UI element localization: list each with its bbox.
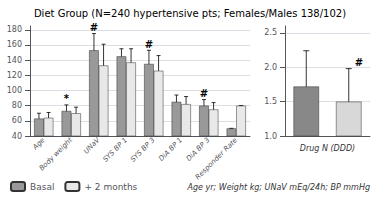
svg-text:SYS BP 1: SYS BP 1 (101, 136, 129, 164)
svg-text:40: 40 (12, 132, 22, 141)
svg-text:60: 60 (12, 116, 22, 125)
svg-text:180: 180 (7, 25, 22, 34)
svg-text:DiA BP 1: DiA BP 1 (157, 136, 184, 163)
svg-text:+ 2 months: + 2 months (84, 182, 137, 192)
svg-text:SYS BP 3: SYS BP 3 (129, 136, 157, 164)
svg-text:#: # (355, 57, 363, 68)
svg-text:2.0: 2.0 (264, 63, 277, 72)
svg-text:Basal: Basal (30, 182, 54, 192)
svg-text:Body weight: Body weight (38, 136, 75, 173)
svg-text:140: 140 (7, 56, 22, 65)
svg-text:Diet Group (N=240 hypertensive: Diet Group (N=240 hypertensive pts; Fema… (34, 8, 346, 19)
svg-text:#: # (90, 22, 98, 33)
svg-text:1.0: 1.0 (264, 132, 277, 141)
svg-text:*: * (64, 93, 70, 104)
svg-text:Drug N (DDD): Drug N (DDD) (300, 144, 355, 153)
svg-text:100: 100 (7, 86, 22, 95)
svg-text:Age: Age (31, 136, 47, 152)
svg-text:DiA BP 3: DiA BP 3 (185, 136, 212, 163)
svg-text:#: # (145, 39, 153, 50)
svg-text:1.5: 1.5 (264, 97, 277, 106)
svg-text:2.5: 2.5 (264, 28, 277, 37)
svg-text:Responder Rate: Responder Rate (194, 136, 239, 181)
svg-text:80: 80 (12, 101, 22, 110)
svg-text:#: # (200, 88, 208, 99)
svg-text:UNaV: UNaV (82, 135, 102, 155)
svg-text:160: 160 (7, 40, 22, 49)
svg-text:120: 120 (7, 71, 22, 80)
svg-text:Age yr; Weight kg; UNaV mEq/24: Age yr; Weight kg; UNaV mEq/24h; BP mmHg (186, 183, 370, 192)
